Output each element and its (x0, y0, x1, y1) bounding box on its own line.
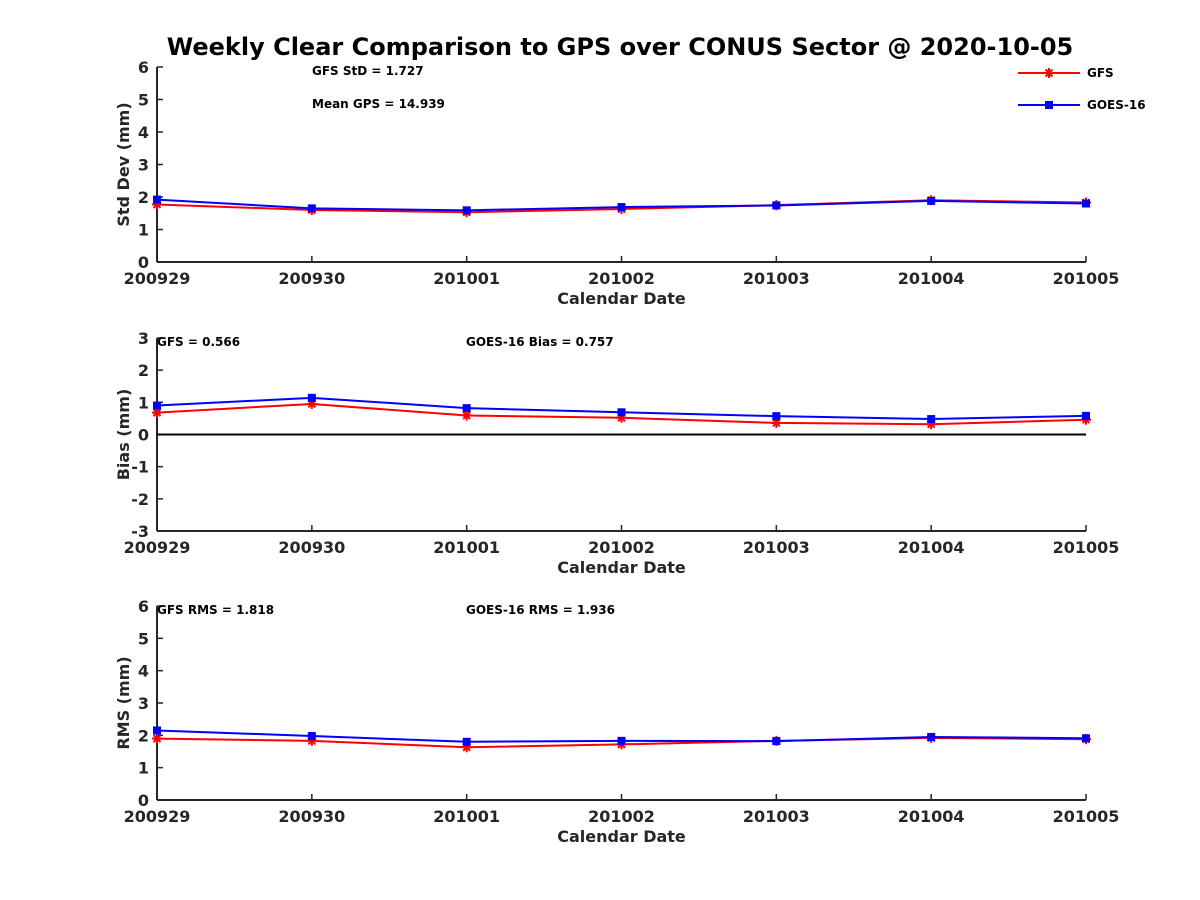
x-tick-label: 200930 (278, 269, 345, 288)
data-point (462, 737, 471, 746)
panel-2: -3 -2 -1 0 1 2 3 200929 200930 201001 201002 201003… (114, 329, 1119, 577)
x-tick-label: 201002 (588, 269, 655, 288)
data-point (617, 736, 626, 745)
y-tick-label: 6 (138, 58, 149, 77)
x-tick-label: 201004 (898, 538, 965, 557)
data-point (152, 407, 162, 418)
y-axis-title: Bias (mm) (114, 389, 133, 481)
data-point (772, 412, 781, 421)
y-tick-label: 5 (138, 91, 149, 110)
data-point (153, 401, 161, 410)
x-tick-label: 201001 (433, 269, 500, 288)
x-tick-label: 200929 (124, 269, 191, 288)
data-point (307, 204, 316, 213)
stat-annotation: GFS = 0.566 (157, 335, 240, 349)
y-tick-label: 4 (138, 123, 149, 142)
stat-annotation: GOES-16 Bias = 0.757 (466, 335, 614, 349)
legend-goes16-marker (1045, 101, 1053, 109)
panel-1: 0 1 2 3 4 5 6 200929 200930 201001 201002 201003 201… (114, 58, 1119, 308)
x-tick-label: 200930 (278, 538, 345, 557)
data-point (462, 206, 471, 215)
data-point (1082, 199, 1090, 208)
legend: GFS GOES-16 (1018, 66, 1146, 112)
series-goes16 (153, 393, 1090, 424)
data-point (927, 415, 936, 424)
x-tick-label: 200929 (124, 538, 191, 557)
x-tick-label: 201004 (898, 807, 965, 826)
data-point (927, 732, 936, 741)
data-point (771, 417, 782, 428)
y-tick-label: 6 (138, 597, 149, 616)
stat-annotation: GFS StD = 1.727 (312, 64, 424, 78)
panel-3: 0 1 2 3 4 5 6 200929 200930 201001 201002 201003 201… (114, 597, 1119, 846)
figure-title: Weekly Clear Comparison to GPS over CONU… (167, 33, 1074, 61)
y-tick-label: 1 (138, 759, 149, 778)
x-tick-label: 201003 (743, 538, 810, 557)
y-tick-label: -2 (131, 490, 149, 509)
x-axis-title: Calendar Date (557, 289, 686, 308)
y-tick-label: -1 (131, 458, 149, 477)
x-tick-label: 201003 (743, 269, 810, 288)
y-tick-label: 0 (138, 253, 149, 272)
x-tick-label: 201001 (433, 538, 500, 557)
stat-annotation: GFS RMS = 1.818 (157, 603, 274, 617)
x-tick-label: 201002 (588, 807, 655, 826)
x-tick-label: 200930 (278, 807, 345, 826)
legend-entry-gfs: GFS (1018, 66, 1114, 80)
x-tick-label: 200929 (124, 807, 191, 826)
x-tick-label: 201003 (743, 807, 810, 826)
y-tick-label: 3 (138, 156, 149, 175)
data-point (462, 404, 471, 413)
y-tick-label: 2 (138, 361, 149, 380)
data-point (152, 733, 162, 744)
x-tick-label: 201001 (433, 807, 500, 826)
y-tick-label: 0 (138, 791, 149, 810)
stat-annotation: Mean GPS = 14.939 (312, 97, 445, 111)
stat-annotation: GOES-16 RMS = 1.936 (466, 603, 615, 617)
y-tick-label: 1 (138, 221, 149, 240)
data-point (307, 731, 316, 740)
data-point (617, 203, 626, 212)
data-point (461, 410, 472, 421)
y-axis-title: RMS (mm) (114, 656, 133, 749)
y-tick-label: 4 (138, 662, 149, 681)
y-axis-title: Std Dev (mm) (114, 102, 133, 226)
data-point (772, 737, 781, 746)
y-tick-label: 0 (138, 426, 149, 445)
data-point (1082, 734, 1090, 743)
y-tick-label: 3 (138, 329, 149, 348)
y-tick-label: -3 (131, 522, 149, 541)
x-tick-label: 201002 (588, 538, 655, 557)
data-point (772, 201, 781, 210)
y-tick-label: 2 (138, 726, 149, 745)
series-goes16 (153, 195, 1090, 215)
data-point (617, 408, 626, 417)
legend-label-gfs: GFS (1087, 66, 1114, 80)
y-tick-label: 1 (138, 393, 149, 412)
series-goes16 (153, 726, 1090, 746)
legend-entry-goes16: GOES-16 (1018, 98, 1146, 112)
x-tick-label: 201005 (1053, 807, 1120, 826)
data-point (153, 726, 161, 735)
x-tick-label: 201004 (898, 269, 965, 288)
y-tick-label: 2 (138, 188, 149, 207)
legend-gfs-marker (1044, 68, 1054, 78)
y-tick-label: 5 (138, 629, 149, 648)
data-point (1082, 411, 1090, 420)
x-tick-label: 201005 (1053, 269, 1120, 288)
legend-label-goes16: GOES-16 (1087, 98, 1146, 112)
data-point (927, 196, 936, 205)
x-axis-title: Calendar Date (557, 827, 686, 846)
y-tick-label: 3 (138, 694, 149, 713)
data-point (307, 393, 316, 402)
data-point (153, 195, 161, 204)
x-tick-label: 201005 (1053, 538, 1120, 557)
x-axis-title: Calendar Date (557, 558, 686, 577)
